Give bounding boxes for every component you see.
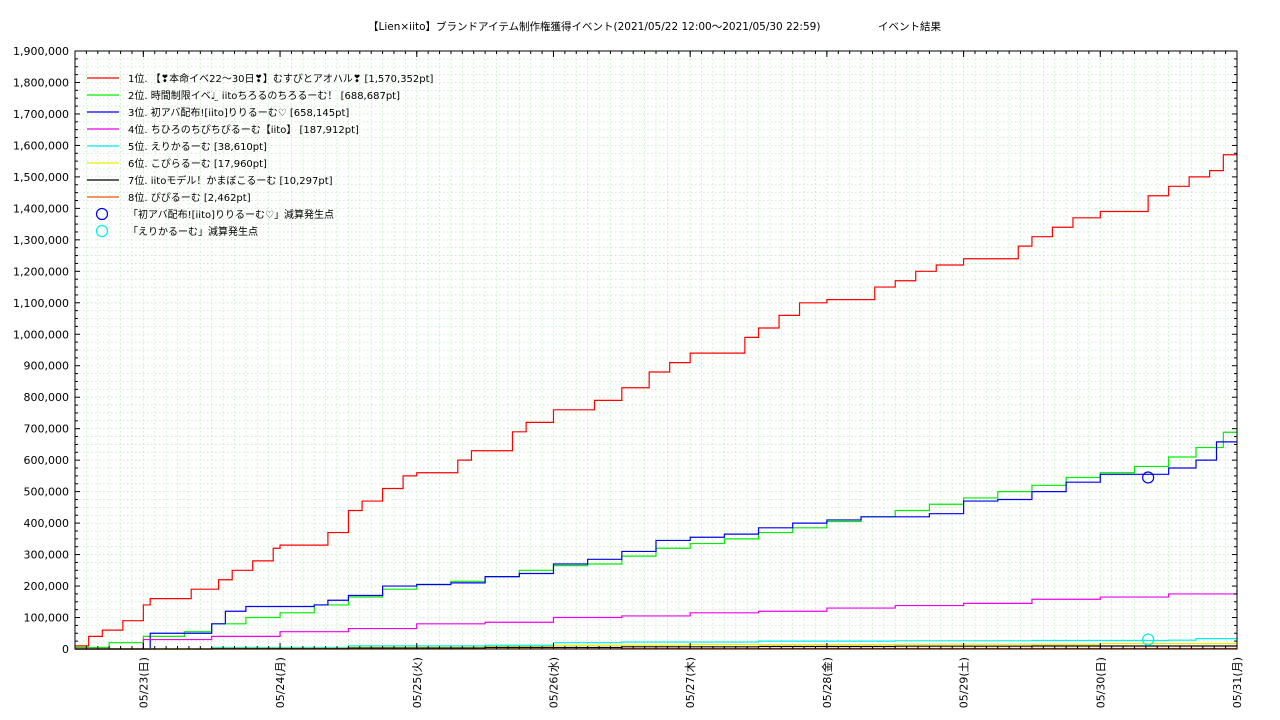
- legend-label: 「初アバ配布![iito]りりるーむ♡」減算発生点: [128, 208, 334, 221]
- y-tick-label: 1,000,000: [13, 328, 69, 341]
- legend-label: 7位. iitoモデル！かまぼこるーむ [10,297pt]: [128, 174, 333, 187]
- decrement-marker: [1142, 471, 1155, 484]
- legend-label: 4位. ちひろのちぴちぴるーむ【iito】 [187,912pt]: [128, 123, 359, 136]
- legend-label: 2位. 時間制限イベ♩ ̤ iitoちろるのちろるーむ！ [688,687pt]: [128, 89, 400, 102]
- legend-marker: [95, 224, 109, 238]
- y-tick-label: 1,300,000: [13, 234, 69, 247]
- y-tick-label: 600,000: [24, 454, 70, 467]
- y-tick-label: 1,900,000: [13, 45, 69, 58]
- legend-label: 3位. 初アバ配布![iito]りりるーむ♡ [658,145pt]: [128, 106, 349, 119]
- decrement-marker: [1142, 633, 1155, 646]
- series-line: [75, 441, 1237, 650]
- y-tick-label: 1,200,000: [13, 265, 69, 278]
- x-tick-label: 05/29(土): [958, 657, 971, 708]
- x-tick-label: 05/25(火): [411, 657, 424, 708]
- y-tick-label: 200,000: [24, 580, 70, 593]
- y-axis: 0 100,000 200,000 300,000 400,000 500,000 600,…: [13, 45, 1237, 656]
- y-tick-label: 0: [62, 643, 69, 656]
- legend-marker: [95, 207, 109, 221]
- series-line: [75, 431, 1237, 649]
- y-tick-label: 1,800,000: [13, 76, 69, 89]
- x-tick-label: 05/23(日): [137, 657, 150, 708]
- y-tick-label: 500,000: [24, 486, 70, 499]
- legend-label: 5位. えりかるーむ [38,610pt]: [128, 140, 267, 153]
- y-tick-label: 100,000: [24, 612, 70, 625]
- y-tick-label: 1,700,000: [13, 108, 69, 121]
- legend-label: 8位. ぴぴるーむ [2,462pt]: [128, 191, 251, 204]
- x-axis: 05/23(日) 05/24(月) 05/25(火) 05/26(水) 05/27(木)…: [74, 51, 1244, 708]
- y-tick-label: 700,000: [24, 423, 70, 436]
- y-tick-label: 1,600,000: [13, 139, 69, 152]
- y-tick-label: 900,000: [24, 360, 70, 373]
- chart-subtitle: イベント結果: [878, 20, 941, 33]
- markers: [1142, 471, 1155, 646]
- x-tick-label: 05/24(月): [274, 657, 287, 708]
- x-tick-label: 05/27(木): [684, 657, 697, 708]
- x-tick-label: 05/30(日): [1094, 657, 1107, 708]
- chart-title: 【Lien×iito】ブランドアイテム制作権獲得イベント(2021/05/22 …: [368, 20, 820, 33]
- series-line: [75, 589, 1238, 650]
- x-tick-label: 05/31(月): [1231, 657, 1244, 708]
- y-tick-label: 800,000: [24, 391, 70, 404]
- y-tick-label: 400,000: [24, 517, 70, 530]
- y-tick-label: 1,100,000: [13, 297, 69, 310]
- legend-label: 6位. こぴらるーむ [17,960pt]: [128, 157, 267, 170]
- legend-label: 「えりかるーむ」減算発生点: [128, 225, 258, 238]
- y-tick-label: 1,400,000: [13, 202, 69, 215]
- legend-label: 1位. 【❣本命イベ22〜30日❣】むすびとアオハル❣ [1,570,352pt…: [128, 72, 434, 85]
- y-tick-label: 300,000: [24, 549, 70, 562]
- grid: [74, 50, 1238, 650]
- y-tick-label: 1,500,000: [13, 171, 69, 184]
- x-tick-label: 05/26(水): [547, 657, 560, 708]
- series-line: [75, 154, 1237, 647]
- x-tick-label: 05/28(金): [820, 657, 834, 708]
- legend: 1位. 【❣本命イベ22〜30日❣】むすびとアオハル❣ [1,570,352pt…: [87, 72, 434, 238]
